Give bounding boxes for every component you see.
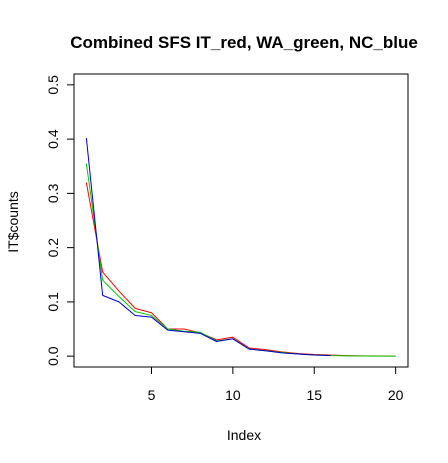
x-tick-label: 20 — [388, 387, 404, 403]
axes: 5 10 15 20 0.0 0.1 0.2 0.3 0.4 0.5 — [45, 75, 404, 403]
series-line-2 — [85, 163, 396, 357]
y-axis-label: IT$counts — [5, 191, 21, 252]
series-layer — [85, 137, 396, 357]
y-tick-label: 0.4 — [45, 129, 61, 149]
x-tick-label: 15 — [306, 387, 322, 403]
series-line-3 — [85, 137, 331, 357]
x-tick-label: 10 — [225, 387, 241, 403]
x-axis-label: Index — [227, 427, 261, 443]
y-tick-label: 0.3 — [45, 183, 61, 203]
plot-frame — [73, 73, 409, 368]
y-tick-label: 0.5 — [45, 75, 61, 95]
x-tick-label: 5 — [148, 387, 156, 403]
series-line-1 — [85, 182, 396, 357]
chart-title: Combined SFS IT_red, WA_green, NC_blue — [70, 33, 418, 52]
y-tick-label: 0.0 — [45, 346, 61, 366]
y-tick-label: 0.1 — [45, 292, 61, 312]
y-tick-label: 0.2 — [45, 238, 61, 258]
